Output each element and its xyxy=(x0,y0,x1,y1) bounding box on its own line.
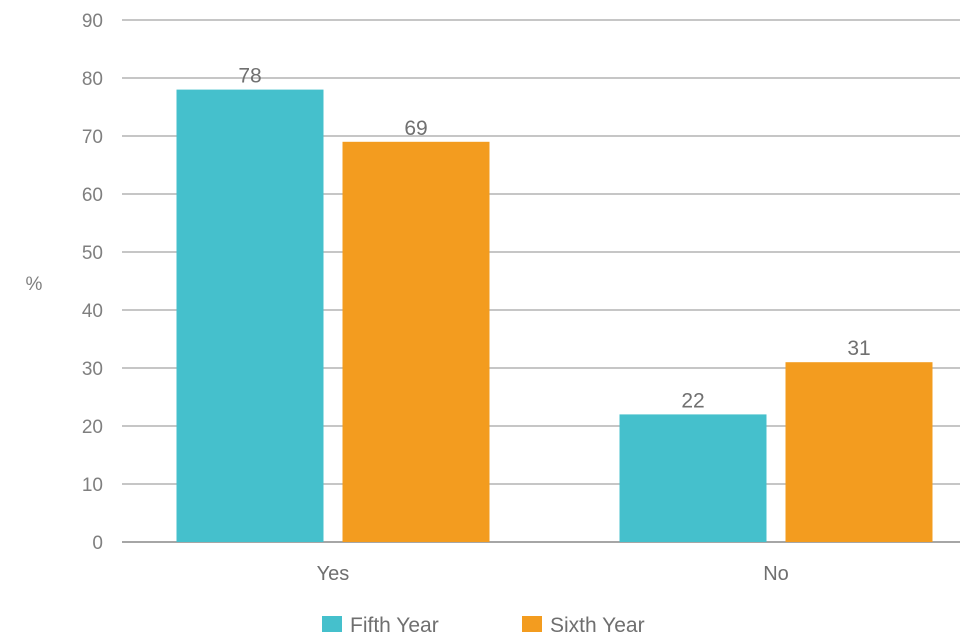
bar-value-labels: 78 69 22 31 xyxy=(238,65,870,413)
bar-value-label: 22 xyxy=(681,389,704,412)
x-category-label: No xyxy=(763,563,789,585)
x-axis-category-labels: Yes No xyxy=(317,563,789,585)
bars xyxy=(176,89,933,543)
legend-label: Sixth Year xyxy=(550,614,645,637)
legend-swatch xyxy=(522,616,542,632)
legend-label: Fifth Year xyxy=(350,614,439,637)
y-tick-label: 50 xyxy=(82,243,103,264)
y-tick-label: 70 xyxy=(82,127,103,148)
bar-value-label: 78 xyxy=(238,65,261,88)
y-tick-label: 40 xyxy=(82,301,103,322)
x-category-label: Yes xyxy=(317,563,350,585)
y-tick-label: 20 xyxy=(82,417,103,438)
legend-swatch xyxy=(322,616,342,632)
bar-value-label: 31 xyxy=(847,337,870,360)
y-axis-tick-labels: 0 10 20 30 40 50 60 70 80 90 xyxy=(82,11,103,554)
bar-yes-sixth-year xyxy=(342,141,490,543)
y-tick-label: 10 xyxy=(82,475,103,496)
bar-value-label: 69 xyxy=(404,117,427,140)
bar-no-fifth-year xyxy=(619,414,767,542)
y-tick-label: 80 xyxy=(82,69,103,90)
y-tick-label: 90 xyxy=(82,11,103,32)
legend-item-fifth-year: Fifth Year xyxy=(322,614,439,637)
bar-yes-fifth-year xyxy=(176,89,324,542)
legend: Fifth Year Sixth Year xyxy=(322,614,645,637)
y-tick-label: 30 xyxy=(82,359,103,380)
y-tick-label: 0 xyxy=(92,533,103,554)
bar-no-sixth-year xyxy=(785,362,933,542)
legend-item-sixth-year: Sixth Year xyxy=(522,614,645,637)
y-axis-title: % xyxy=(26,274,43,295)
y-tick-label: 60 xyxy=(82,185,103,206)
